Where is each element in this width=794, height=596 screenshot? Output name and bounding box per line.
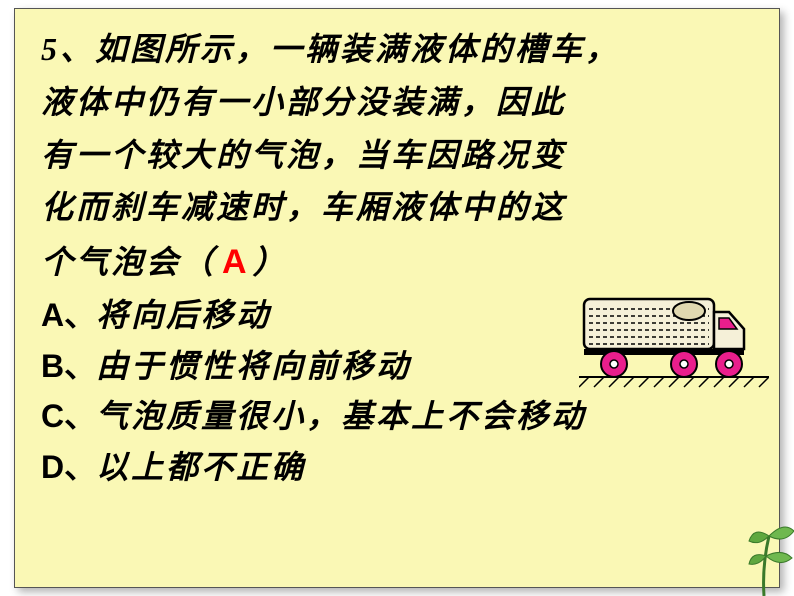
question-line-1: 5、如图所示，一辆装满液体的槽车， [41,23,753,76]
leaf-decoration [724,496,794,596]
option-d-text: 以上都不正确 [96,449,306,485]
option-b-text: 由于惯性将向前移动 [96,348,411,384]
option-d: D、以上都不正确 [41,442,753,493]
question-line-4: 化而刹车减速时，车厢液体中的这 [41,181,753,234]
option-d-letter: D、 [41,449,96,485]
question-line-3: 有一个较大的气泡，当车因路况变 [41,129,753,182]
option-c-letter: C、 [41,398,96,434]
truck-icon [579,284,769,404]
question-line-5-post: ） [253,244,288,280]
slide-container: 5、如图所示，一辆装满液体的槽车， 液体中仍有一小部分没装满，因此 有一个较大的… [14,8,780,588]
answer-letter: A [222,234,247,290]
question-line-5: 个气泡会（A） [41,234,753,290]
question-line-2: 液体中仍有一小部分没装满，因此 [41,76,753,129]
option-b-letter: B、 [41,348,96,384]
question-line-5-pre: 个气泡会（ [41,244,216,280]
option-a-letter: A、 [41,297,96,333]
option-a-text: 将向后移动 [96,297,271,333]
option-c-text: 气泡质量很小，基本上不会移动 [96,398,586,434]
